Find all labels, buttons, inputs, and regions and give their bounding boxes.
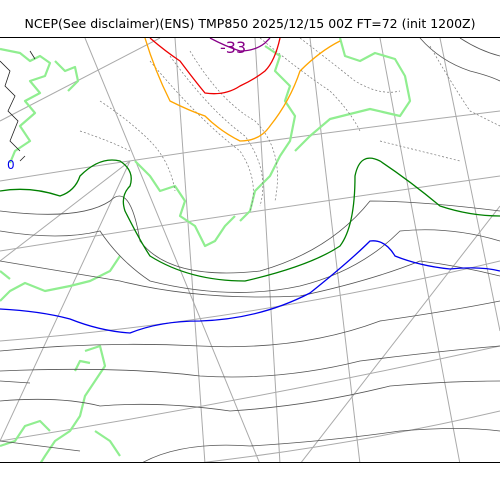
map-canvas: -33 0 — [0, 38, 500, 462]
coastlines — [0, 38, 412, 462]
isotherm-red — [149, 38, 281, 95]
chart-title: NCEP(See disclaimer)(ENS) TMP850 2025/12… — [24, 16, 476, 31]
isotherms-dotted — [79, 38, 500, 212]
isotherm-green — [0, 157, 500, 282]
contour-label-zero: 0 — [7, 158, 15, 172]
isotherm-orange — [144, 38, 341, 142]
isotherm-blue — [0, 240, 500, 334]
coast-details — [0, 50, 36, 162]
contour-label-minus-33: -33 — [220, 38, 246, 57]
isotherm-purple — [209, 38, 271, 52]
latlon-grid — [0, 38, 500, 462]
isotherms-thin — [0, 38, 500, 462]
weather-map: -33 0 — [0, 37, 500, 463]
